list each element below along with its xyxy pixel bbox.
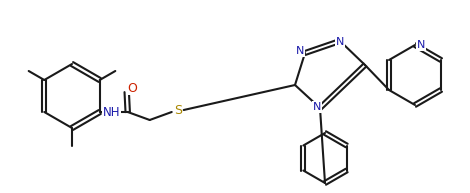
Text: N: N	[313, 102, 321, 112]
Text: N: N	[417, 40, 425, 50]
Text: N: N	[336, 37, 344, 47]
Text: NH: NH	[103, 106, 120, 119]
Text: N: N	[296, 46, 304, 56]
Text: S: S	[174, 103, 182, 117]
Text: O: O	[127, 81, 137, 95]
